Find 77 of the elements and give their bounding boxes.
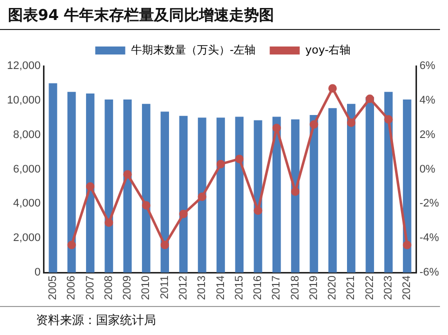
- point: [160, 240, 170, 250]
- y-tick-label: 10,000: [6, 94, 41, 106]
- x-tick-label: 2007: [84, 276, 96, 300]
- y-tick-label: 4,000: [13, 198, 41, 210]
- x-tick-label: 2005: [46, 276, 59, 300]
- bar: [291, 119, 300, 273]
- y2-tick-label: -6%: [419, 266, 440, 279]
- y-tick-label: 0: [34, 266, 41, 279]
- bar: [272, 116, 281, 273]
- bar: [198, 118, 206, 273]
- x-tick-label: 2015: [233, 276, 246, 300]
- x-tick-label: 2006: [66, 276, 78, 300]
- bar: [366, 96, 374, 273]
- y-tick-label: 8,000: [13, 128, 41, 141]
- text: 资料来源：国家统计局: [36, 312, 156, 329]
- point: [235, 154, 244, 164]
- point: [123, 170, 132, 179]
- x-tick-label: 2017: [270, 276, 283, 300]
- bar: [235, 116, 244, 273]
- point: [179, 210, 188, 218]
- x-tick-label: 2022: [364, 276, 376, 300]
- point: [216, 160, 225, 168]
- bar: [402, 100, 412, 273]
- bar: [123, 100, 132, 273]
- bar: [254, 120, 262, 273]
- y2-tick-label: 6%: [419, 60, 436, 72]
- legend-label: yoy-右轴: [305, 43, 351, 56]
- x-tick-label: 2009: [122, 276, 134, 300]
- bar: [310, 115, 318, 273]
- x-tick-label: 2012: [177, 276, 190, 300]
- point: [366, 94, 374, 103]
- bar: [347, 104, 356, 273]
- point: [402, 240, 412, 250]
- x-tick-label: 2021: [345, 276, 358, 300]
- x-tick-label: 2019: [308, 276, 320, 300]
- legend-label: 牛期末数量（万头）-左轴: [130, 43, 256, 56]
- point: [291, 187, 300, 196]
- bar: [179, 116, 188, 273]
- bar: [384, 92, 393, 273]
- chart-title: 图表94 牛年末存栏量及同比增速走势图: [8, 6, 274, 25]
- point: [104, 218, 114, 227]
- x-tick-label: 2018: [289, 276, 302, 300]
- bar: [328, 108, 337, 273]
- bar: [48, 83, 58, 273]
- x-tick-label: 2020: [326, 276, 339, 300]
- point: [142, 201, 150, 210]
- y-tick-label: 12,000: [6, 60, 41, 72]
- point: [272, 124, 281, 132]
- point: [328, 84, 337, 93]
- point: [346, 118, 356, 128]
- x-tick-label: 2024: [401, 276, 414, 300]
- bar: [142, 104, 150, 273]
- y2-tick-label: -2%: [419, 198, 440, 210]
- bar: [104, 100, 114, 273]
- x-tick-label: 2013: [196, 276, 208, 300]
- y-tick-label: 6,000: [13, 163, 41, 176]
- point: [384, 115, 393, 124]
- bar: [86, 94, 94, 273]
- x-tick-label: 2010: [140, 276, 152, 300]
- x-tick-label: 2008: [102, 276, 115, 300]
- point: [67, 240, 76, 250]
- point: [310, 120, 318, 129]
- point: [254, 206, 262, 215]
- bar: [216, 118, 225, 273]
- x-tick-label: 2016: [252, 276, 264, 300]
- point: [86, 182, 94, 191]
- y2-tick-label: 4%: [419, 94, 436, 106]
- y2-tick-label: -4%: [419, 232, 440, 244]
- point: [198, 192, 206, 202]
- bar: [160, 112, 169, 273]
- y2-tick-label: 0%: [419, 163, 436, 176]
- x-tick-label: 2023: [382, 276, 395, 300]
- y-tick-label: 2,000: [13, 232, 41, 244]
- bar: [67, 92, 76, 273]
- y2-tick-label: 2%: [419, 128, 436, 141]
- x-tick-label: 2011: [158, 276, 171, 300]
- x-tick-label: 2014: [214, 276, 227, 300]
